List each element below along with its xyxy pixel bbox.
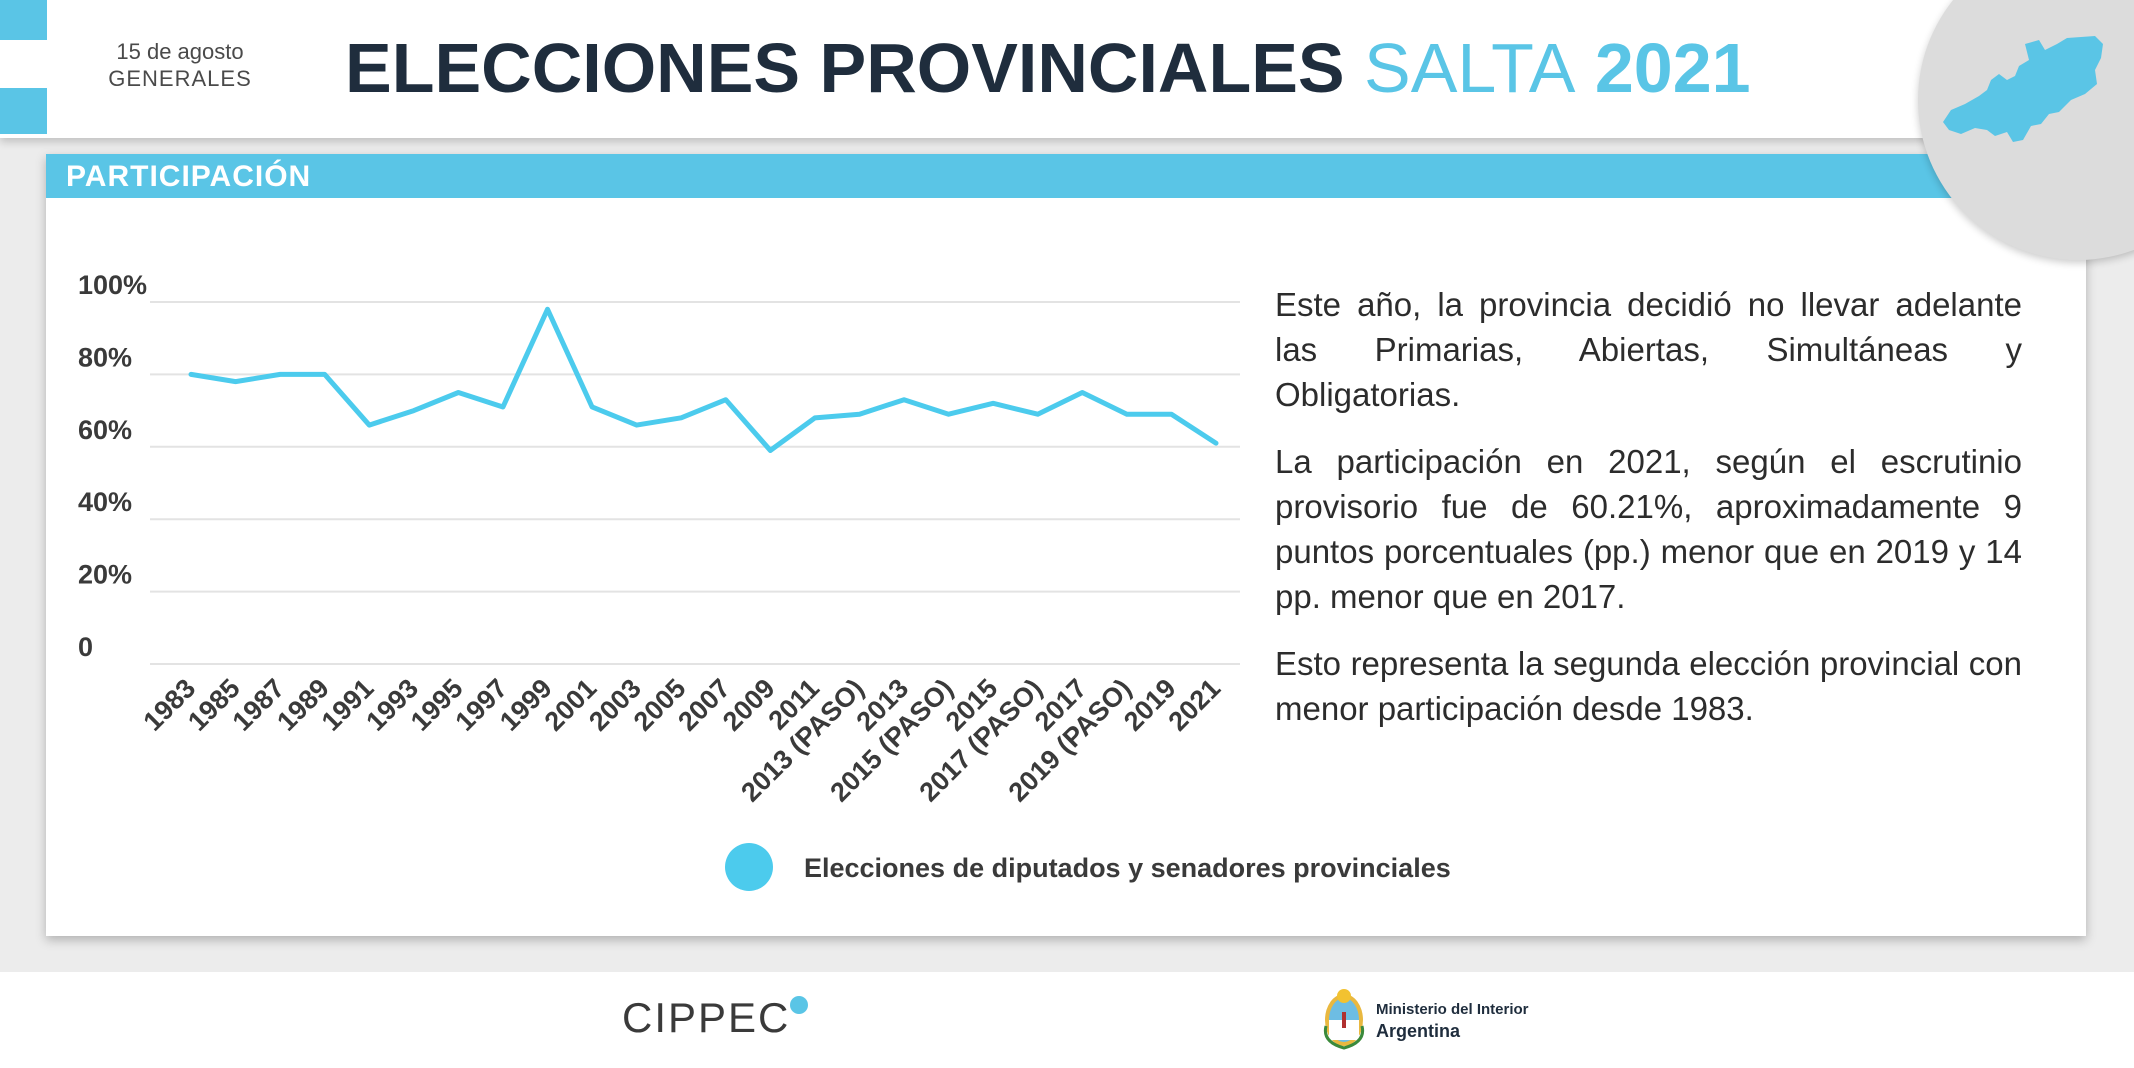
header: 15 de agosto GENERALES ELECCIONES PROVIN… <box>0 0 2134 138</box>
y-tick-label: 40% <box>78 487 132 517</box>
ministry-country: Argentina <box>1376 1021 1461 1041</box>
y-tick-label: 0 <box>78 632 93 662</box>
footer <box>0 972 2134 1068</box>
y-tick-label: 60% <box>78 415 132 445</box>
ministry-logo: Ministerio del Interior Argentina <box>1376 1000 1529 1042</box>
election-date: 15 de agosto <box>116 39 244 64</box>
paragraph-2: La participación en 2021, según el escru… <box>1275 443 2022 615</box>
description-text: Este año, la provincia decidió no llevar… <box>1275 282 2022 753</box>
cippec-logo-dot-icon <box>790 996 808 1014</box>
cippec-logo: CIPPEC <box>622 994 791 1041</box>
legend-label: Elecciones de diputados y senadores prov… <box>804 853 1451 883</box>
title-year: 2021 <box>1594 29 1751 107</box>
paragraph-1: Este año, la provincia decidió no llevar… <box>1275 286 2022 413</box>
y-tick-label: 20% <box>78 560 132 590</box>
section-title: PARTICIPACIÓN <box>66 160 312 193</box>
series-line <box>188 306 1219 453</box>
content-card <box>46 154 2086 936</box>
paragraph-3: Esto representa la segunda elección prov… <box>1275 645 2022 727</box>
legend-marker <box>725 843 773 891</box>
salta-map-icon <box>1943 36 2103 142</box>
y-tick-label: 80% <box>78 342 132 372</box>
flag-stripe-bottom <box>0 88 47 134</box>
election-type: GENERALES <box>108 66 252 91</box>
title-province: SALTA <box>1364 29 1576 107</box>
flag-stripe-middle <box>0 40 47 88</box>
ministry-name: Ministerio del Interior <box>1376 1001 1529 1018</box>
title-main: ELECCIONES PROVINCIALES <box>345 29 1345 107</box>
argentina-coat-of-arms-icon <box>1323 989 1365 1050</box>
section-bar: PARTICIPACIÓN <box>46 154 1976 198</box>
y-tick-label: 100% <box>78 270 147 300</box>
date-block: 15 de agosto GENERALES <box>80 38 280 92</box>
x-tick-label: 2021 <box>1163 673 1227 737</box>
flag-stripe-top <box>0 0 47 40</box>
page-title: ELECCIONES PROVINCIALES SALTA 2021 <box>345 26 1751 110</box>
